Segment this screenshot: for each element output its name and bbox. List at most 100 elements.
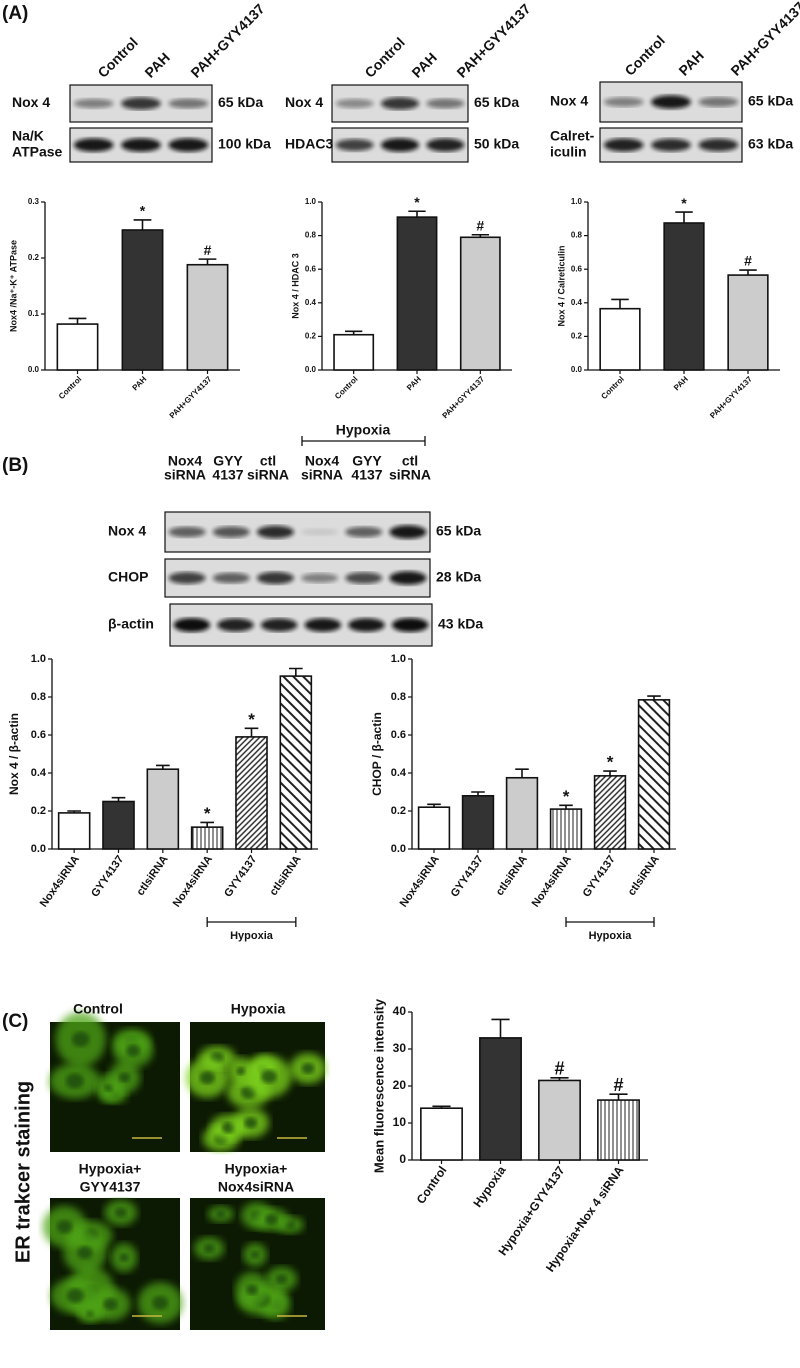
row-label: ATPase: [12, 144, 63, 160]
row-label: Nox 4: [108, 523, 146, 539]
x-tick-label: PAH+GYY4137: [441, 374, 487, 420]
blot-membrane: [164, 511, 431, 553]
lane-label: 4137: [212, 467, 243, 483]
size-label: 65 kDa: [474, 94, 519, 110]
blot-band: [168, 138, 209, 152]
bar: [57, 812, 91, 850]
y-tick-label: 0.8: [571, 231, 583, 240]
x-tick-label: GYY4137: [581, 854, 618, 900]
y-tick-label: 0.8: [305, 231, 317, 240]
blot-band: [212, 526, 250, 538]
blot-band: [304, 618, 342, 632]
error-bar: [609, 1093, 628, 1101]
y-tick-label: 0.2: [391, 805, 406, 817]
y-tick-label: 0.2: [31, 805, 46, 817]
nucleus: [77, 1246, 93, 1259]
lane-label: PAH+GYY4137: [727, 0, 800, 79]
panel-label: (B): [2, 455, 28, 476]
bar: [186, 263, 229, 371]
size-label: 43 kDa: [438, 616, 483, 632]
nucleus: [216, 1210, 226, 1218]
nucleus: [152, 1296, 169, 1310]
error-bar: [200, 821, 214, 828]
blot-band: [212, 572, 250, 584]
blot-band: [217, 618, 254, 632]
y-tick-label: 1.0: [391, 653, 406, 665]
y-tick-label: 0.8: [391, 691, 406, 703]
significance-marker: #: [204, 242, 212, 258]
y-tick-label: 0.4: [391, 767, 407, 779]
y-axis-label: Nox4 /Na⁺-K⁺ ATPase: [8, 240, 18, 332]
bar: [727, 274, 769, 371]
y-tick-label: 0.1: [28, 309, 40, 318]
image-title: Hypoxia+: [79, 1161, 142, 1177]
y-tick-label: 0.0: [28, 365, 40, 374]
error-bar: [550, 1077, 569, 1081]
x-tick-label: PAH: [131, 374, 149, 392]
x-tick-label: Control: [57, 375, 83, 401]
blot-band: [345, 572, 383, 584]
nucleus: [301, 1063, 315, 1074]
blot-band: [168, 526, 206, 538]
x-tick-label: GYY4137: [222, 854, 259, 900]
blot-band: [73, 98, 114, 109]
blot-band: [121, 138, 161, 152]
error-bar: [471, 233, 489, 238]
bar: [56, 323, 99, 371]
nucleus: [250, 1251, 260, 1259]
bar: [461, 794, 495, 850]
micrograph: [42, 1198, 183, 1330]
error-bar: [408, 210, 426, 218]
x-tick-label: PAH+GYY4137: [168, 374, 214, 420]
nucleus: [103, 1298, 118, 1311]
bar: [420, 1107, 463, 1161]
blot-band: [698, 97, 739, 107]
lane-label: PAH+GYY4137: [453, 0, 533, 80]
bar: [505, 776, 539, 850]
y-tick-label: 20: [393, 1078, 407, 1092]
lane-label: siRNA: [247, 467, 289, 483]
lane-label: siRNA: [301, 467, 343, 483]
y-axis-label: Nox 4 / β-actin: [7, 713, 21, 795]
nucleus: [244, 1117, 258, 1129]
bar: [597, 1099, 640, 1161]
blot-band: [380, 138, 420, 152]
blot-band: [256, 571, 294, 585]
blot-band: [389, 525, 427, 539]
x-tick-label: GYY4137: [89, 854, 126, 900]
y-tick-label: 0.8: [31, 691, 46, 703]
blot-band: [301, 573, 339, 583]
y-tick-label: 0.0: [31, 843, 46, 855]
lane-label: PAH: [141, 49, 172, 80]
image-title: Hypoxia+: [225, 1161, 288, 1177]
blot-band: [73, 138, 114, 152]
y-axis-label: Mean fluorescence intensity: [371, 998, 386, 1173]
blot-band: [380, 97, 420, 110]
y-tick-label: 0.4: [305, 298, 317, 307]
x-tick-label: Nox4siRNA: [38, 853, 82, 909]
y-axis-label: Nox 4 / HDAC 3: [290, 253, 300, 319]
lane-label: Nox4: [168, 453, 202, 469]
nucleus: [246, 1284, 258, 1295]
row-label: Na/K: [12, 128, 44, 144]
error-bar: [603, 770, 617, 776]
nucleus: [119, 1253, 129, 1262]
blot-band: [698, 138, 739, 152]
blot-band: [391, 618, 429, 632]
blot-band: [651, 138, 691, 152]
y-tick-label: 0.0: [391, 843, 406, 855]
y-tick-label: 40: [393, 1004, 407, 1018]
bar: [146, 768, 180, 850]
row-label: iculin: [550, 144, 587, 160]
y-tick-label: 0.2: [28, 253, 40, 262]
error-bar: [611, 298, 629, 309]
lane-label: Control: [361, 34, 408, 81]
y-tick-label: 0.6: [31, 729, 46, 741]
bar: [593, 775, 627, 850]
size-label: 50 kDa: [474, 136, 519, 152]
size-label: 100 kDa: [218, 136, 271, 152]
blot-band: [121, 97, 161, 110]
panel-label: (A): [2, 3, 28, 24]
x-tick-label: ctlsiRNA: [268, 853, 304, 897]
